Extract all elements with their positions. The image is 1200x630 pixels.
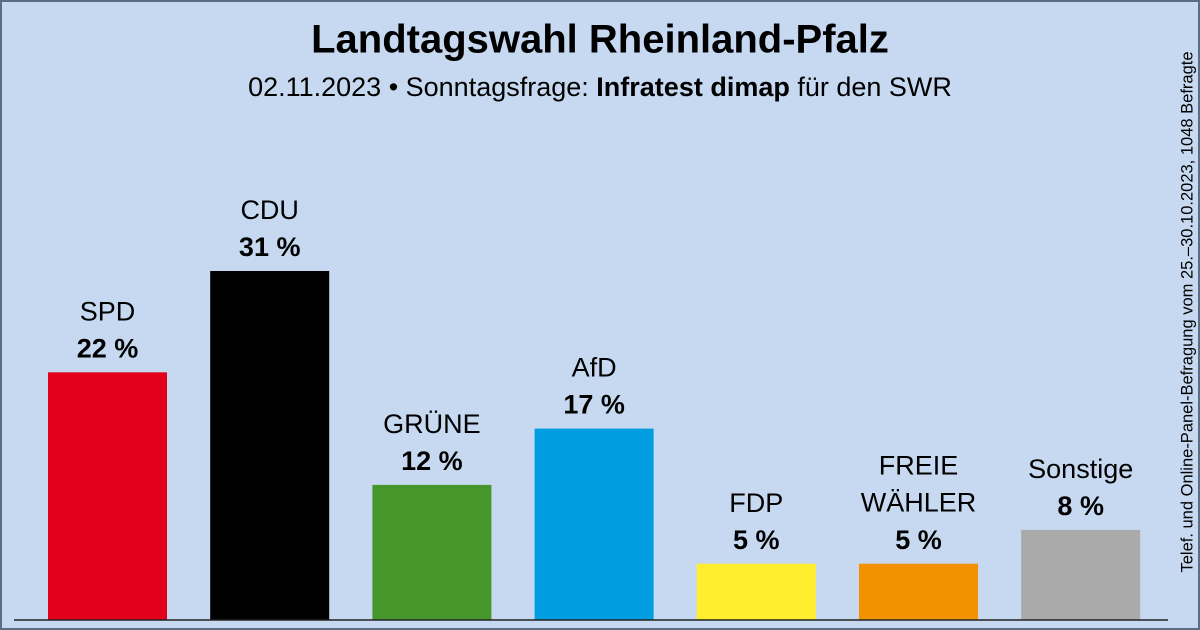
value-label: 5 % xyxy=(733,525,780,555)
category-label: FREIE WÄHLER xyxy=(861,451,977,518)
chart-title: Landtagswahl Rheinland-Pfalz xyxy=(311,18,889,62)
category-label: GRÜNE xyxy=(383,409,481,439)
category-label: AfD xyxy=(572,353,617,383)
bar xyxy=(372,484,492,620)
bar xyxy=(859,563,978,620)
value-label: 12 % xyxy=(401,446,463,476)
bar xyxy=(48,372,167,620)
client: für den SWR xyxy=(797,72,952,102)
bar xyxy=(1021,529,1141,620)
bar xyxy=(534,428,654,620)
value-label: 8 % xyxy=(1057,491,1104,521)
bar xyxy=(696,563,816,620)
category-label-line: FREIE xyxy=(879,451,959,481)
category-label-line: WÄHLER xyxy=(861,488,977,518)
method-note: Telef. und Online-Panel-Befragung vom 25… xyxy=(1178,51,1196,572)
value-label: 31 % xyxy=(239,232,301,262)
subtitle: 02.11.2023 • Sonntagsfrage: xyxy=(248,72,589,102)
chart-subtitle: 02.11.2023 • Sonntagsfrage: Infratest di… xyxy=(248,72,952,102)
category-label: CDU xyxy=(240,195,299,225)
bar xyxy=(210,271,330,620)
value-label: 5 % xyxy=(895,525,942,555)
category-label: SPD xyxy=(80,296,136,326)
category-label: Sonstige xyxy=(1028,454,1133,484)
source: Infratest dimap xyxy=(596,72,790,102)
value-label: 22 % xyxy=(77,333,139,363)
category-label: FDP xyxy=(729,488,783,518)
value-label: 17 % xyxy=(563,390,625,420)
